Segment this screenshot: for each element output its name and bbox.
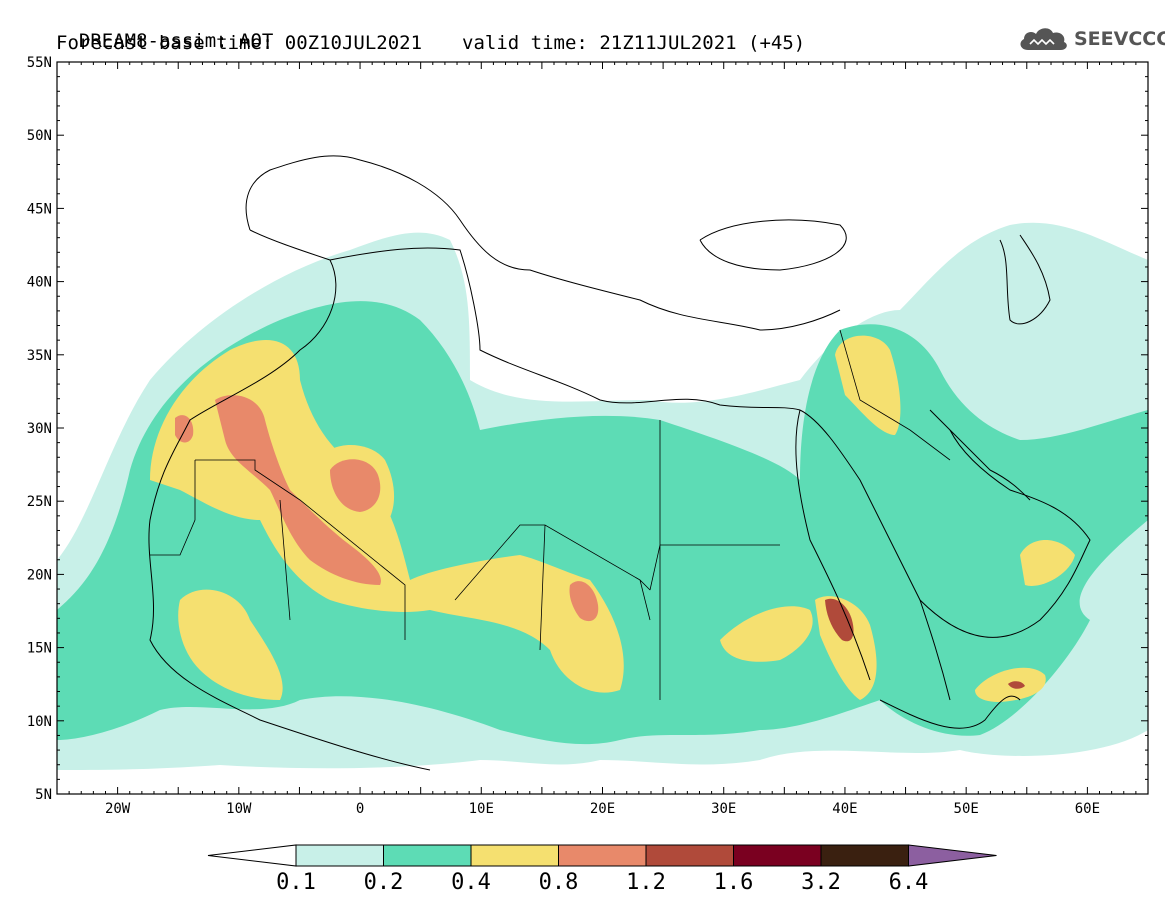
- title-product: DREAM8-assim: AOT: [78, 30, 274, 52]
- coastline-horn: [879, 695, 1021, 729]
- lat-tick-label: 30N: [27, 421, 52, 437]
- coastline-caspian: [999, 234, 1051, 325]
- lon-tick-label: 10E: [469, 801, 494, 817]
- seevccc-logo: SEEVCCC: [1016, 22, 1165, 56]
- map-title: DREAM8-assim: AOT: [56, 8, 273, 52]
- lat-tick-label: 5N: [35, 787, 52, 803]
- colorbar-segment: [558, 844, 647, 867]
- lon-tick-label: 0: [356, 801, 364, 817]
- colorbar-label: 0.1: [276, 870, 316, 895]
- coastline-europe: [245, 155, 841, 331]
- colorbar-segment: [733, 844, 822, 867]
- colorbar-segment: [383, 844, 472, 867]
- aot-band-0.8-algeria: [330, 459, 381, 512]
- lon-tick-label: 30E: [711, 801, 736, 817]
- lon-tick-label: 60E: [1075, 801, 1100, 817]
- lon-tick-label: 50E: [954, 801, 979, 817]
- colorbar-label: 3.2: [801, 870, 841, 895]
- coastlines: [148, 155, 1091, 771]
- axis-tick-labels: 5N 10N 15N 20N 25N 30N 35N 40N 45N 50N 55N 20W 10W 0 1…: [27, 55, 1100, 817]
- colorbar-label: 1.2: [626, 870, 666, 895]
- lat-tick-label: 55N: [27, 55, 52, 71]
- lat-tick-label: 40N: [27, 275, 52, 291]
- colorbar-arrow-high: [908, 844, 997, 867]
- logo-text: SEEVCCC: [1074, 28, 1165, 50]
- colorbar: [207, 844, 997, 867]
- colorbar-segment: [820, 844, 909, 867]
- coastline-black-sea: [699, 219, 847, 271]
- coastline-red-sea: [795, 409, 951, 701]
- lat-tick-label: 50N: [27, 128, 52, 144]
- lat-tick-label: 10N: [27, 714, 52, 730]
- forecast-base-time: Forecast base time: 00Z10JUL2021: [56, 32, 423, 54]
- colorbar-segment: [645, 844, 734, 867]
- lon-tick-label: 20W: [105, 801, 131, 817]
- aot-band-0.4-sahel: [178, 589, 283, 700]
- lat-tick-label: 35N: [27, 348, 52, 364]
- coastline-persian-gulf: [929, 409, 1031, 501]
- lon-tick-label: 20E: [590, 801, 615, 817]
- colorbar-label: 0.8: [538, 870, 579, 895]
- country-borders: [150, 329, 951, 700]
- cloud-icon: [1020, 28, 1067, 50]
- aot-band-0.4-oman: [1020, 540, 1075, 586]
- coastline-arabia: [919, 429, 1091, 638]
- colorbar-label: 1.6: [713, 870, 754, 895]
- lon-tick-label: 40E: [832, 801, 857, 817]
- aot-band-1.2-eritrea: [825, 598, 854, 642]
- lat-tick-label: 15N: [27, 641, 52, 657]
- map-subtitle: Forecast base time: 00Z10JUL2021 valid ti…: [56, 32, 805, 54]
- colorbar-segment: [470, 844, 559, 867]
- colorbar-label: 0.4: [451, 870, 491, 895]
- aot-band-0.8-morocco: [215, 395, 381, 585]
- aot-band-0.4-iraq: [835, 335, 901, 435]
- colorbar-label: 6.4: [888, 870, 929, 895]
- lat-tick-label: 25N: [27, 494, 52, 510]
- border-lines: [150, 329, 951, 700]
- valid-time: valid time: 21Z11JUL2021 (+45): [462, 32, 806, 54]
- aot-band-0.8-chad: [569, 581, 599, 622]
- coastline-africa-west: [148, 229, 431, 771]
- aot-band-1.2-arabian-sea: [1008, 681, 1025, 689]
- aot-band-0.4-sudan: [720, 606, 813, 662]
- coastline-mediterranean-south: [329, 247, 801, 411]
- axis-ticks: [56, 61, 1149, 795]
- colorbar-label: 0.2: [363, 870, 404, 895]
- colorbar-arrow-low: [207, 844, 297, 867]
- colorbar-segment: [295, 844, 384, 867]
- lat-tick-label: 45N: [27, 201, 52, 217]
- lat-tick-label: 20N: [27, 567, 52, 583]
- lon-tick-label: 10W: [226, 801, 252, 817]
- aot-fields: [57, 222, 1148, 771]
